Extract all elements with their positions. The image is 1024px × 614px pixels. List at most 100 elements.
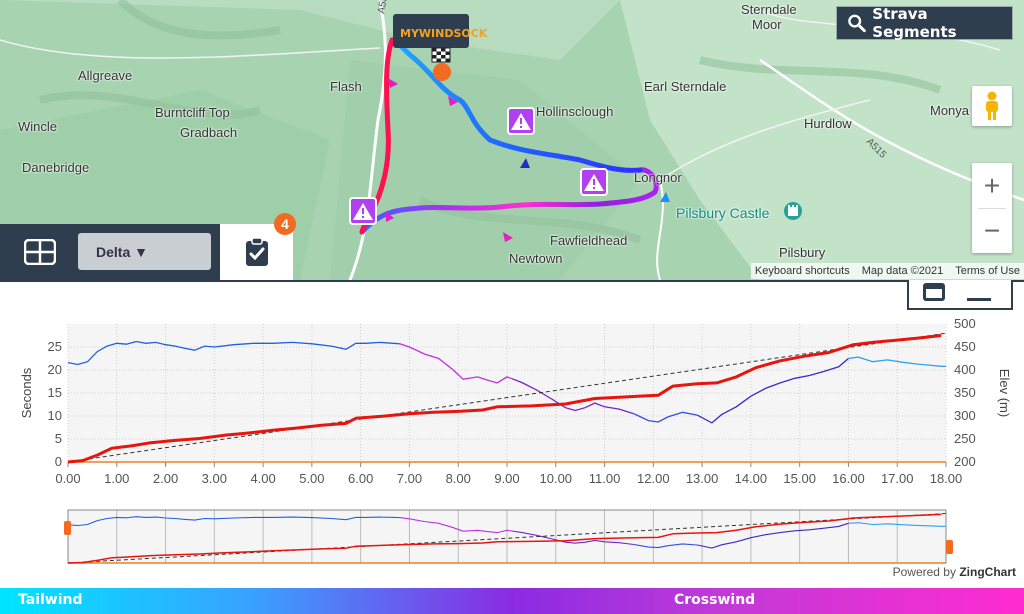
elevation-line	[633, 411, 698, 423]
place-label: Hurdlow	[804, 116, 852, 131]
elevation-line	[399, 343, 513, 384]
y-tick-label: 20	[48, 362, 62, 377]
poi-label-pilsbury-castle[interactable]: Pilsbury Castle	[676, 205, 770, 221]
layout-grid-button[interactable]	[20, 236, 60, 268]
segment-warning-icon[interactable]	[507, 107, 535, 135]
terrain-patch	[620, 0, 1024, 280]
road	[0, 39, 381, 59]
map-attribution: Keyboard shortcuts Map data ©2021 Terms …	[750, 263, 1024, 279]
start-marker-icon[interactable]	[433, 63, 451, 81]
map-data-text: Map data ©2021	[861, 265, 944, 277]
minimize-panel-icon[interactable]	[967, 298, 991, 301]
time-delta-line	[67, 334, 942, 464]
crosswind-label: Crosswind	[674, 592, 756, 608]
y-tick-label: 15	[48, 385, 62, 400]
place-label: Fawfieldhead	[550, 233, 628, 248]
search-icon	[848, 14, 866, 33]
x-tick-label: 6.00	[348, 471, 373, 486]
road	[659, 99, 871, 181]
wind-arrow-icon	[503, 232, 513, 242]
powered-by: Powered by ZingChart	[893, 565, 1016, 579]
panel-divider	[0, 280, 1024, 282]
terms-link[interactable]: Terms of Use	[955, 265, 1020, 277]
zoom-divider	[978, 208, 1006, 209]
y2-tick-label: 450	[954, 339, 976, 354]
place-label: Flash	[330, 79, 362, 94]
x-tick-label: 16.00	[832, 471, 865, 486]
delta-elevation-chart[interactable]: 0.00 1.00 2.00 3.00 4.00 5.00 6.00 7.00 8.00 9.00…	[0, 310, 1024, 490]
segment-warning-icon[interactable]	[580, 168, 608, 196]
place-label: Hollinsclough	[536, 104, 614, 119]
elevation-line	[633, 543, 698, 549]
place-label: Moor	[752, 17, 782, 32]
elevation-line	[67, 516, 400, 527]
place-label: Allgreave	[78, 68, 133, 83]
tailwind-label: Tailwind	[18, 592, 83, 608]
elevation-line	[697, 522, 849, 549]
place-label: Pilsbury	[779, 245, 826, 260]
wind-arrow-icon	[520, 158, 530, 168]
street-view-button[interactable]	[972, 86, 1012, 126]
x-tick-label: 7.00	[397, 471, 422, 486]
y-axis-label: Seconds	[19, 367, 34, 418]
strava-segments-button[interactable]: Strava Segments	[836, 5, 1013, 41]
segment-warning-icon[interactable]	[349, 197, 377, 225]
wind-arrow-icon	[388, 78, 398, 88]
x-tick-label: 15.00	[783, 471, 816, 486]
panel-controls	[907, 280, 1013, 310]
x-tick-label: 3.00	[202, 471, 227, 486]
grid-icon	[24, 239, 56, 265]
castle-icon[interactable]	[784, 202, 802, 220]
y2-tick-label: 200	[954, 454, 976, 469]
finish-flag-icon	[431, 47, 451, 63]
x-tick-label: 14.00	[735, 471, 768, 486]
mywindsock-logo: MYWINDSOCK	[393, 14, 488, 48]
road	[348, 0, 387, 280]
y-tick-label: 25	[48, 339, 62, 354]
wind-arrow-icon	[386, 212, 394, 222]
powered-brand[interactable]: ZingChart	[959, 565, 1016, 579]
wind-arrow-icon	[660, 192, 670, 202]
terrain-ridge	[39, 0, 942, 244]
mode-select[interactable]: Delta ▼	[78, 233, 211, 270]
navigator-handle-right[interactable]	[946, 540, 953, 554]
x-tick-label: 18.00	[930, 471, 963, 486]
place-label: Monya	[930, 103, 970, 118]
x-tick-label: 8.00	[446, 471, 471, 486]
zoom-control: + −	[972, 163, 1012, 253]
x-tick-label: 2.00	[153, 471, 178, 486]
keyboard-shortcuts-link[interactable]: Keyboard shortcuts	[754, 265, 850, 277]
x-tick-label: 10.00	[540, 471, 573, 486]
map-toolbar: Delta ▼	[0, 224, 293, 280]
x-tick-label: 17.00	[881, 471, 914, 486]
y2-tick-label: 300	[954, 408, 976, 423]
chart-navigator[interactable]	[0, 505, 1024, 565]
wind-arrow-icon	[448, 96, 458, 106]
place-label: Burntcliff Top	[155, 105, 230, 120]
navigator-handle-left[interactable]	[64, 521, 71, 535]
y2-tick-label: 400	[954, 362, 976, 377]
time-delta-line	[67, 513, 942, 564]
road	[656, 179, 664, 280]
elevation-line	[399, 517, 512, 534]
pegman-icon	[986, 91, 998, 120]
zoom-in-button[interactable]: +	[983, 169, 1001, 201]
y2-tick-label: 250	[954, 431, 976, 446]
elevation-line	[511, 378, 634, 415]
notification-badge: 4	[274, 213, 296, 235]
y-tick-label: 5	[55, 431, 62, 446]
zoom-out-button[interactable]: −	[983, 215, 1001, 246]
elevation-line	[696, 358, 849, 424]
place-label: Gradbach	[180, 125, 238, 140]
place-label: Longnor	[634, 170, 682, 185]
x-tick-label: 11.00	[589, 471, 621, 486]
elevation-line	[848, 356, 946, 367]
x-tick-label: 5.00	[299, 471, 324, 486]
elevation-line	[511, 530, 634, 546]
elevation-line	[67, 340, 400, 366]
place-label: Wincle	[18, 119, 58, 134]
y-tick-label: 10	[48, 408, 62, 423]
maximize-panel-icon[interactable]	[923, 283, 945, 301]
y2-tick-label: 500	[954, 316, 976, 331]
place-label: Danebridge	[22, 160, 90, 175]
